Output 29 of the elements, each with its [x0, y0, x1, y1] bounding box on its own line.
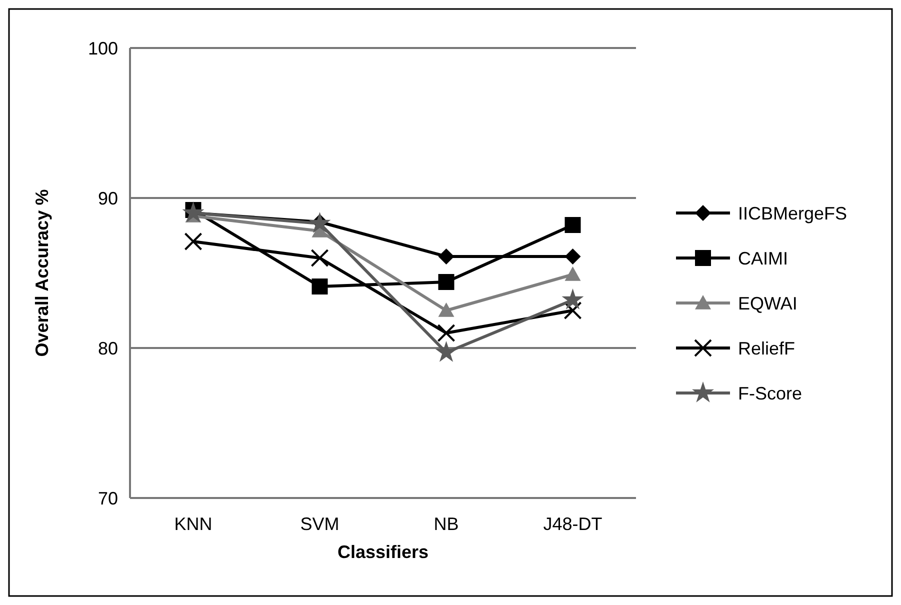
point — [562, 288, 584, 310]
point — [437, 324, 456, 342]
point — [438, 274, 454, 290]
legend-label: EQWAI — [738, 293, 798, 314]
point — [564, 217, 581, 233]
point — [310, 249, 329, 267]
point — [438, 248, 454, 264]
point — [564, 302, 582, 320]
point — [182, 201, 204, 222]
legend-label: CAIMI — [738, 248, 788, 268]
point — [435, 340, 458, 362]
point — [564, 266, 581, 281]
x-axis-title: Classifiers — [337, 542, 429, 562]
point — [564, 248, 581, 264]
x-tick-label: NB — [434, 514, 459, 534]
x-tick-label: SVM — [300, 514, 340, 534]
y-tick-label: 90 — [98, 188, 118, 208]
legend-label: ReliefF — [738, 338, 796, 358]
point — [184, 232, 202, 250]
legend-label: F-Score — [738, 383, 802, 404]
x-tick-label: KNN — [174, 514, 212, 534]
point — [438, 302, 454, 317]
legend-label: IICBMergeFS — [738, 203, 848, 224]
y-tick-label: 100 — [88, 38, 118, 58]
y-tick-label: 80 — [98, 338, 118, 358]
y-axis-title: Overall Accuracy % — [32, 189, 52, 357]
x-tick-label: J48-DT — [543, 514, 602, 534]
y-tick-label: 70 — [98, 488, 118, 508]
point — [312, 278, 328, 294]
